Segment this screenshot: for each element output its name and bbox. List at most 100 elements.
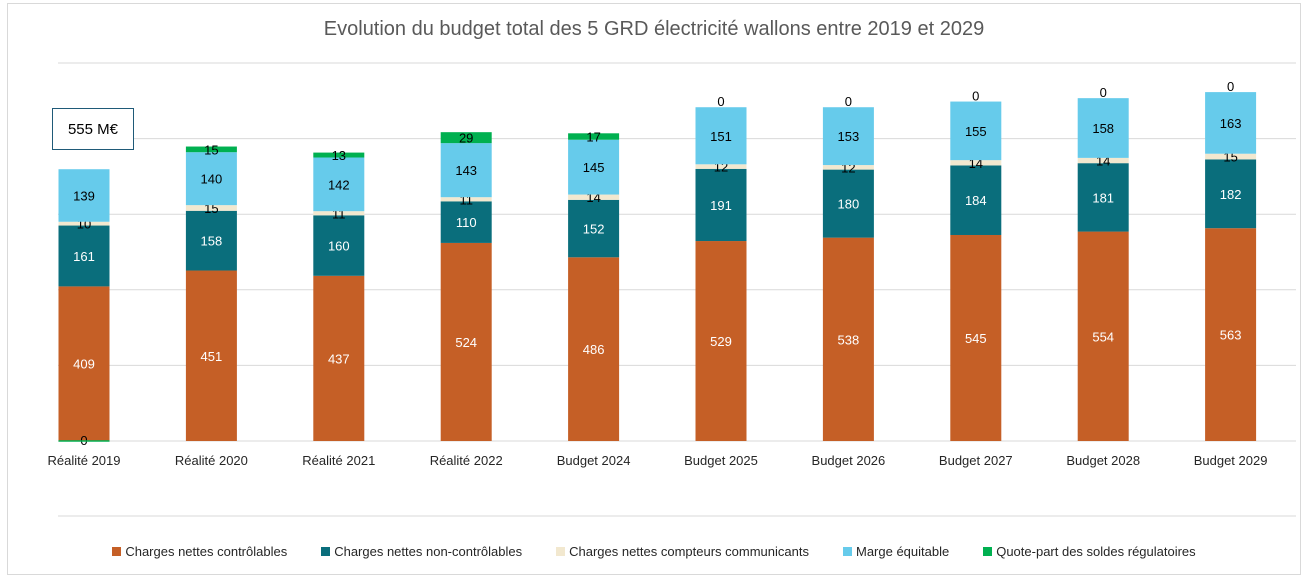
bar-segment[interactable] [1077,163,1129,232]
bar-segment[interactable] [950,160,1002,166]
bar-segment[interactable] [695,241,747,441]
bar-segment[interactable] [185,205,237,211]
data-label: 0 [717,94,724,109]
chart-area[interactable]: Evolution du budget total des 5 GRD élec… [7,3,1301,575]
bar-segment[interactable] [695,168,747,242]
data-label: 184 [965,193,987,208]
data-label: 13 [332,148,346,163]
bar-segment[interactable] [568,194,620,200]
bar-segment[interactable] [568,139,620,195]
bar-segment[interactable] [313,275,365,441]
bar-segment[interactable] [568,133,620,140]
bar-segment[interactable] [185,210,237,271]
bar-segment[interactable] [440,132,492,144]
bar-segment[interactable] [440,143,492,198]
data-label: 181 [1092,190,1114,205]
bar-segment[interactable] [1205,153,1257,160]
bar-segment[interactable] [440,197,492,202]
data-label: 143 [455,163,477,178]
bar-segment[interactable] [313,157,365,212]
bar-segment[interactable] [822,237,874,441]
bar-segment[interactable] [695,164,747,169]
data-label: 182 [1220,187,1242,202]
bar-segment[interactable] [58,169,110,222]
bar-segment[interactable] [313,211,365,216]
data-label: 155 [965,124,987,139]
legend-label: Charges nettes compteurs communicants [569,544,809,559]
data-label: 0 [1100,85,1107,100]
bar-segment[interactable] [58,225,110,287]
annotation-text: 555 M€ [67,120,119,138]
data-label: 17 [586,130,600,145]
data-label: 529 [710,334,732,349]
bar-segment[interactable] [822,169,874,238]
bar-segment[interactable] [58,221,110,226]
bar-segment[interactable] [1205,92,1257,154]
bar-segment[interactable] [568,257,620,441]
bar-segment[interactable] [58,286,110,441]
data-label: 15 [204,142,218,157]
bar-segment[interactable] [1077,157,1129,164]
data-label: 563 [1220,328,1242,343]
data-label: 29 [459,131,473,146]
data-label: 524 [455,335,477,350]
bar-segment[interactable] [440,242,492,441]
x-tick-label: Budget 2029 [1194,453,1268,468]
x-tick-label: Budget 2025 [684,453,758,468]
x-tick-label: Réalité 2020 [175,453,248,468]
bar-segment[interactable] [950,165,1002,235]
bar-segment[interactable] [950,101,1002,161]
legend-item[interactable]: Quote-part des soldes régulatoires [983,544,1196,559]
annotation-text-box[interactable]: 555 M€ [52,108,134,150]
x-tick-label: Réalité 2019 [48,453,121,468]
data-label: 0 [972,89,979,104]
bar-segment[interactable] [313,215,365,276]
bar-segment[interactable] [568,199,620,258]
legend-item[interactable]: Marge équitable [842,544,949,559]
data-label: 142 [328,177,350,192]
chart-title: Evolution du budget total des 5 GRD élec… [323,18,985,40]
bar-segment[interactable] [1077,231,1129,441]
bar-segment[interactable] [695,107,747,165]
data-label: 140 [201,172,223,187]
data-label: 554 [1092,329,1114,344]
legend-swatch [112,547,122,556]
data-label: 139 [73,188,95,203]
x-tick-label: Budget 2026 [812,453,886,468]
legend-item[interactable]: Charges nettes contrôlables [112,544,287,559]
data-label: 180 [838,197,860,212]
data-label: 158 [1092,121,1114,136]
data-label: 191 [710,198,732,213]
bar-segment[interactable] [185,152,237,206]
legend-swatch [321,547,331,556]
bar-segment[interactable] [1077,98,1129,158]
bar-segment[interactable] [313,152,365,158]
bar-segment[interactable] [822,165,874,170]
legend-swatch [983,547,993,556]
data-label: 451 [201,349,223,364]
data-label: 163 [1220,116,1242,131]
legend-label: Charges nettes contrôlables [125,544,288,559]
data-label: 160 [328,239,350,254]
data-label: 0 [845,94,852,109]
data-label: 158 [201,234,223,249]
bar-segment[interactable] [822,107,874,166]
bar-segment[interactable] [950,234,1002,441]
x-tick-label: Budget 2027 [939,453,1013,468]
data-label: 153 [838,129,860,144]
data-label: 486 [583,342,605,357]
legend-item[interactable]: Charges nettes non-contrôlables [321,544,522,559]
legend-label: Charges nettes non-contrôlables [334,544,523,559]
legend-item[interactable]: Charges nettes compteurs communicants [556,544,809,559]
chart-legend: Charges nettes contrôlables Charges nette… [8,544,1300,559]
bar-segment[interactable] [185,146,237,153]
x-tick-label: Budget 2028 [1066,453,1140,468]
bar-segment[interactable] [1205,159,1257,229]
bar-segment[interactable] [440,201,492,243]
legend-swatch [556,547,566,556]
data-label: 161 [73,249,95,264]
bar-segment[interactable] [1205,228,1257,441]
bar-segment[interactable] [185,270,237,441]
data-label: 145 [583,160,605,175]
x-tick-label: Budget 2024 [557,453,631,468]
